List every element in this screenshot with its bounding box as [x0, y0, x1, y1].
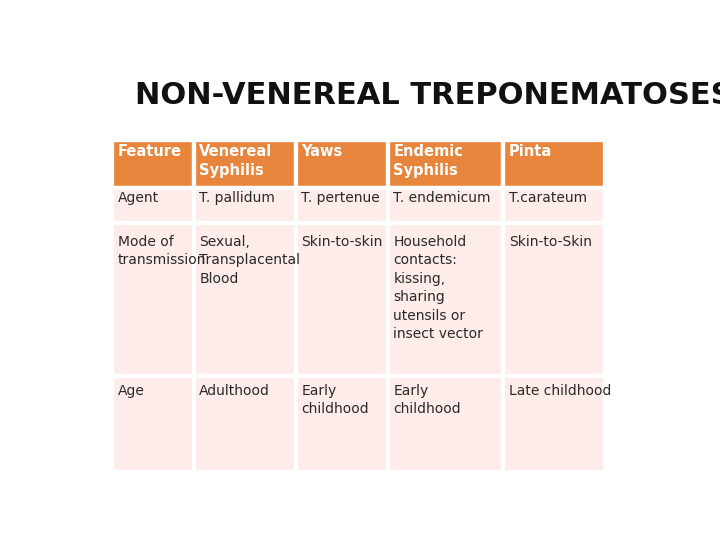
- Bar: [194, 223, 296, 376]
- Text: Age: Age: [118, 383, 145, 397]
- Text: Late childhood: Late childhood: [508, 383, 611, 397]
- Text: T. pallidum: T. pallidum: [199, 191, 275, 205]
- Text: Skin-to-skin: Skin-to-skin: [302, 235, 383, 249]
- Bar: [194, 376, 296, 472]
- Text: Venereal
Syphilis: Venereal Syphilis: [199, 144, 272, 178]
- Text: Pinta: Pinta: [508, 144, 552, 159]
- Text: Household
contacts:
kissing,
sharing
utensils or
insect vector: Household contacts: kissing, sharing ute…: [393, 235, 483, 341]
- Text: Skin-to-Skin: Skin-to-Skin: [508, 235, 592, 249]
- Bar: [194, 140, 296, 188]
- Text: Yaws: Yaws: [302, 144, 343, 159]
- Bar: [296, 188, 387, 223]
- Text: T.carateum: T.carateum: [508, 191, 587, 205]
- Bar: [387, 376, 503, 472]
- Text: Mode of
transmission: Mode of transmission: [118, 235, 207, 267]
- Text: Adulthood: Adulthood: [199, 383, 270, 397]
- Text: T. pertenue: T. pertenue: [302, 191, 380, 205]
- Text: Agent: Agent: [118, 191, 159, 205]
- Text: Early
childhood: Early childhood: [302, 383, 369, 416]
- Bar: [112, 140, 194, 188]
- Bar: [503, 188, 606, 223]
- Bar: [194, 188, 296, 223]
- Bar: [296, 140, 387, 188]
- Text: Early
childhood: Early childhood: [393, 383, 461, 416]
- Bar: [503, 223, 606, 376]
- Bar: [296, 223, 387, 376]
- Text: NON-VENEREAL TREPONEMATOSES: NON-VENEREAL TREPONEMATOSES: [135, 82, 720, 111]
- Bar: [112, 188, 194, 223]
- Text: T. endemicum: T. endemicum: [393, 191, 491, 205]
- Bar: [112, 223, 194, 376]
- Text: Feature: Feature: [118, 144, 182, 159]
- Text: Endemic
Syphilis: Endemic Syphilis: [393, 144, 463, 178]
- Bar: [503, 376, 606, 472]
- Bar: [296, 376, 387, 472]
- Bar: [112, 376, 194, 472]
- Bar: [387, 188, 503, 223]
- Text: Sexual,
Transplacental
Blood: Sexual, Transplacental Blood: [199, 235, 300, 286]
- Bar: [387, 140, 503, 188]
- Bar: [387, 223, 503, 376]
- Bar: [503, 140, 606, 188]
